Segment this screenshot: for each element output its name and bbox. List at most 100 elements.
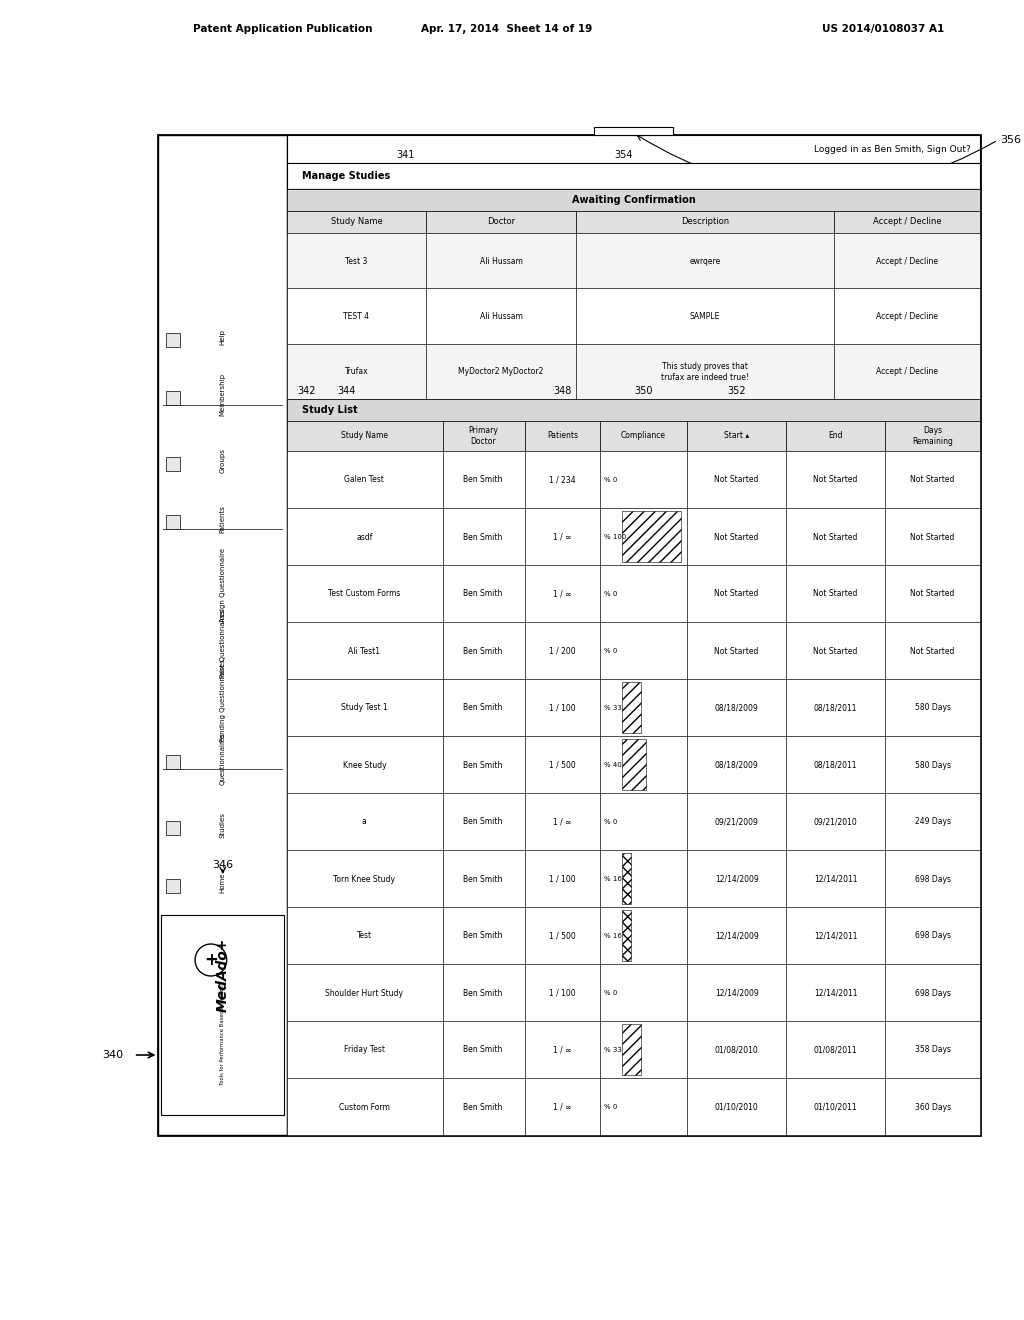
Text: Ali Test1: Ali Test1 [348,647,380,656]
Bar [524,793,600,850]
Text: Ben Smith: Ben Smith [464,760,503,770]
Bar [687,1078,786,1135]
Text: Doctor: Doctor [487,218,515,227]
Bar [287,399,980,1135]
Text: Study List: Study List [302,405,357,414]
Bar [524,565,600,622]
Bar [687,565,786,622]
Text: 698 Days: 698 Days [914,932,950,940]
Bar [442,793,524,850]
Bar [600,850,687,907]
Bar [159,135,980,1135]
Text: 354: 354 [614,150,633,160]
Text: MyDoctor2 MyDoctor2: MyDoctor2 MyDoctor2 [459,367,544,376]
Text: % 0: % 0 [604,1104,617,1110]
Text: Custom Form: Custom Form [339,1102,390,1111]
Bar [442,850,524,907]
Bar [786,1020,885,1078]
Bar [426,234,577,288]
Text: Primary
Doctor: Primary Doctor [468,426,498,446]
Bar [287,189,980,399]
Bar [577,288,834,343]
Bar [287,421,442,451]
Text: % 0: % 0 [604,990,617,997]
Bar [287,288,426,343]
Text: 344: 344 [337,385,355,396]
Text: TEST 4: TEST 4 [343,312,370,321]
Text: Not Started: Not Started [910,475,954,484]
Bar [287,162,980,189]
Bar [166,821,180,836]
Text: 12/14/2009: 12/14/2009 [715,989,759,998]
Text: Days
Remaining: Days Remaining [912,426,953,446]
Text: Ben Smith: Ben Smith [464,817,503,826]
Text: 1 / 200: 1 / 200 [549,647,575,656]
Text: Friday Test: Friday Test [344,1045,385,1055]
Bar [600,737,687,793]
Text: % 16: % 16 [604,933,622,939]
Bar [786,565,885,622]
Bar [786,964,885,1020]
Text: Not Started: Not Started [715,532,759,541]
Bar [786,451,885,508]
Bar [786,907,885,964]
Bar [166,391,180,405]
Text: 08/18/2009: 08/18/2009 [715,760,759,770]
Bar [600,907,687,964]
Bar [834,288,980,343]
Bar [600,622,687,678]
Text: Accept / Decline: Accept / Decline [872,218,941,227]
Text: Patent Application Publication: Patent Application Publication [194,24,373,34]
Bar [166,457,180,471]
Text: End: End [828,432,843,441]
Text: Not Started: Not Started [715,590,759,598]
Bar [287,907,442,964]
Text: Assign Questionnaire: Assign Questionnaire [220,548,225,622]
Text: Study Name: Study Name [341,432,388,441]
Bar [687,964,786,1020]
Bar [524,451,600,508]
Text: Accept / Decline: Accept / Decline [876,312,938,321]
Bar [885,737,980,793]
Bar [524,907,600,964]
Bar [442,421,524,451]
Bar [577,343,834,399]
Text: % 33: % 33 [604,1047,622,1053]
Bar [786,678,885,737]
Text: 1 / 100: 1 / 100 [549,704,575,713]
Text: Studies: Studies [220,812,225,838]
Bar [885,451,980,508]
Text: ewrqere: ewrqere [689,257,721,265]
Text: Test: Test [356,932,372,940]
Bar [600,421,687,451]
Text: Accept / Decline: Accept / Decline [876,367,938,376]
Text: 09/21/2009: 09/21/2009 [715,817,759,826]
Text: Pending Questionnaires: Pending Questionnaires [220,660,225,742]
Bar [885,964,980,1020]
Text: 1 / 100: 1 / 100 [549,874,575,883]
Text: 08/18/2011: 08/18/2011 [814,760,857,770]
Text: 341: 341 [396,150,415,160]
Bar [287,850,442,907]
Text: 09/21/2010: 09/21/2010 [814,817,857,826]
Bar [442,508,524,565]
Text: 1 / ∞: 1 / ∞ [553,1102,571,1111]
Text: Ali Hussam: Ali Hussam [479,312,522,321]
Bar [287,964,442,1020]
Text: 350: 350 [634,385,653,396]
Bar [600,1020,687,1078]
Text: % 16: % 16 [604,876,622,882]
Bar [524,1020,600,1078]
Text: Study Name: Study Name [331,218,382,227]
Text: Apr. 17, 2014  Sheet 14 of 19: Apr. 17, 2014 Sheet 14 of 19 [421,24,593,34]
Bar [287,1078,442,1135]
Text: Ben Smith: Ben Smith [464,532,503,541]
Text: 1 / ∞: 1 / ∞ [553,817,571,826]
Text: Ben Smith: Ben Smith [464,1102,503,1111]
Bar [622,909,631,961]
Bar [622,682,641,733]
Bar [577,234,834,288]
Text: MedAdo+: MedAdo+ [216,937,229,1012]
Bar [524,964,600,1020]
Bar [442,1078,524,1135]
